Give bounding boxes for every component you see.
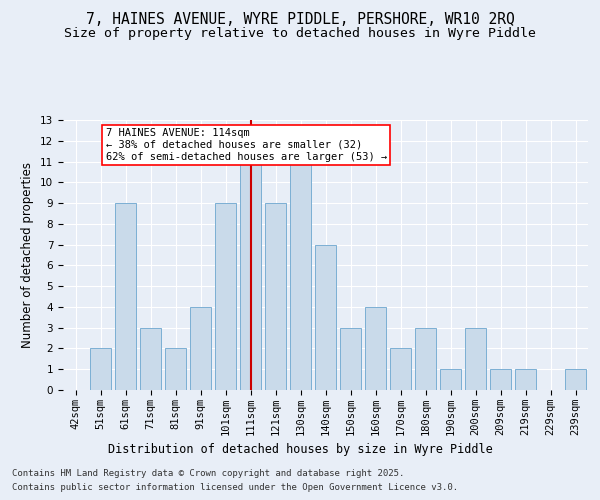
Bar: [565, 369, 586, 390]
Bar: [465, 328, 486, 390]
Text: Size of property relative to detached houses in Wyre Piddle: Size of property relative to detached ho…: [64, 28, 536, 40]
Bar: [115, 203, 136, 390]
Bar: [290, 162, 311, 390]
Bar: [140, 328, 161, 390]
Bar: [390, 348, 411, 390]
Bar: [240, 162, 261, 390]
Text: Contains public sector information licensed under the Open Government Licence v3: Contains public sector information licen…: [12, 484, 458, 492]
Bar: [90, 348, 111, 390]
Y-axis label: Number of detached properties: Number of detached properties: [22, 162, 34, 348]
Text: Distribution of detached houses by size in Wyre Piddle: Distribution of detached houses by size …: [107, 442, 493, 456]
Bar: [165, 348, 186, 390]
Bar: [415, 328, 436, 390]
Bar: [340, 328, 361, 390]
Bar: [315, 244, 336, 390]
Bar: [440, 369, 461, 390]
Bar: [265, 203, 286, 390]
Bar: [215, 203, 236, 390]
Text: Contains HM Land Registry data © Crown copyright and database right 2025.: Contains HM Land Registry data © Crown c…: [12, 468, 404, 477]
Bar: [490, 369, 511, 390]
Bar: [190, 307, 211, 390]
Bar: [365, 307, 386, 390]
Bar: [515, 369, 536, 390]
Text: 7, HAINES AVENUE, WYRE PIDDLE, PERSHORE, WR10 2RQ: 7, HAINES AVENUE, WYRE PIDDLE, PERSHORE,…: [86, 12, 514, 28]
Text: 7 HAINES AVENUE: 114sqm
← 38% of detached houses are smaller (32)
62% of semi-de: 7 HAINES AVENUE: 114sqm ← 38% of detache…: [106, 128, 387, 162]
